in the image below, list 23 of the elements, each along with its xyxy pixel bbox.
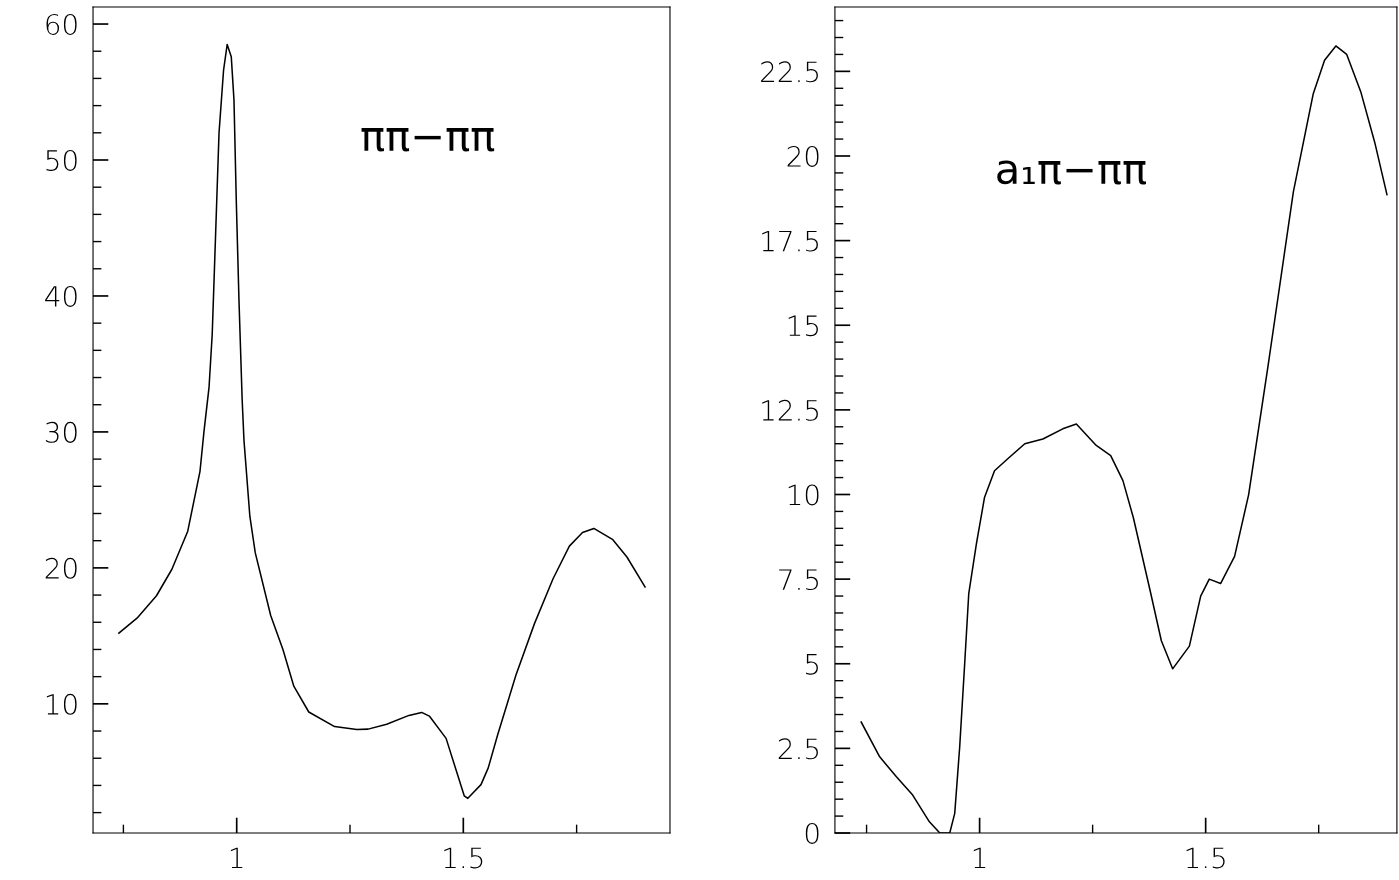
- y-tick-label: 0: [805, 822, 819, 844]
- line-series: [118, 43, 646, 800]
- y-tick-label: 2.5: [778, 738, 818, 760]
- y-tick-label: 7.5: [779, 569, 818, 591]
- y-tick-label: 10: [46, 693, 77, 715]
- y-tick-label: 50: [46, 149, 77, 171]
- annotation: a₁π−ππ: [997, 160, 1146, 185]
- y-tick-label: 17.5: [762, 230, 818, 252]
- y-tick-label: 60: [46, 13, 77, 35]
- y-tick-label: 40: [45, 285, 77, 307]
- x-tick-label: 1.5: [1186, 847, 1225, 869]
- annotation: ππ−ππ: [361, 127, 495, 152]
- y-tick-label: 30: [45, 421, 77, 443]
- x-tick-label: 1: [230, 847, 243, 868]
- y-tick-label: 22.5: [761, 61, 818, 83]
- y-tick-label: 20: [787, 145, 819, 167]
- y-tick-label: 15: [788, 315, 818, 337]
- y-tick-label: 5: [806, 654, 818, 675]
- y-tick-label: 20: [45, 557, 77, 579]
- x-tick-label: 1: [973, 847, 986, 868]
- y-tick-label: 12.5: [762, 399, 818, 421]
- x-tick-label: 1.5: [444, 847, 483, 869]
- y-tick-label: 10: [788, 484, 819, 506]
